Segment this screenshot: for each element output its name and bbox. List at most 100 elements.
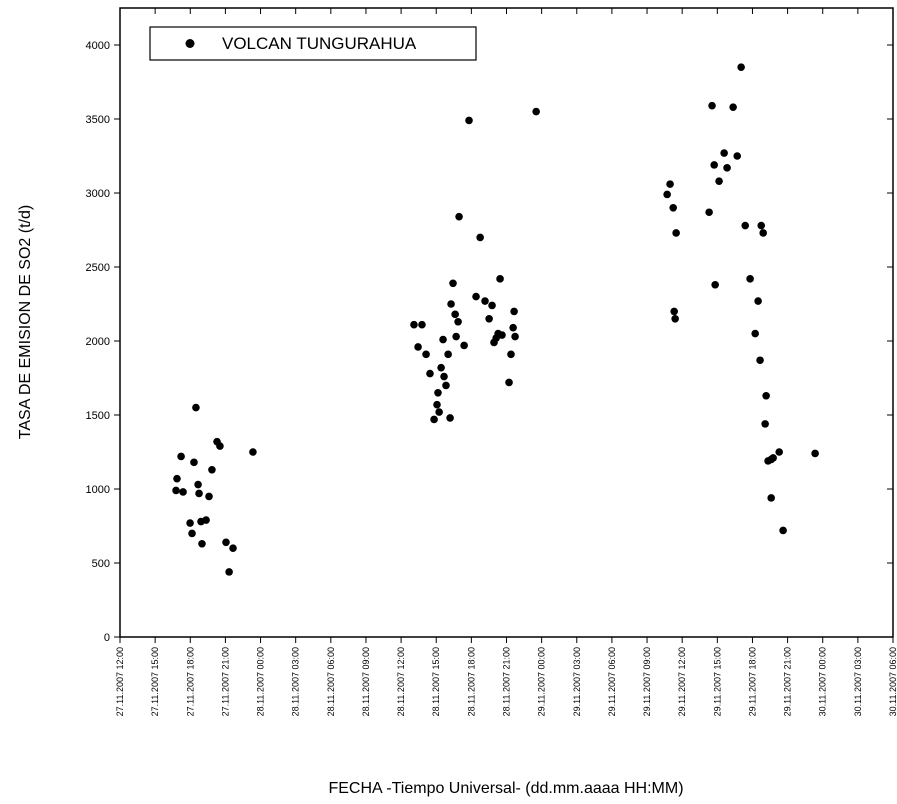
x-tick-label: 28.11.2007 18:00 <box>466 647 476 716</box>
data-point <box>447 300 455 308</box>
data-point <box>507 350 515 359</box>
data-point <box>192 403 200 412</box>
data-point <box>190 458 198 467</box>
x-tick-label: 30.11.2007 00:00 <box>818 647 828 716</box>
data-point <box>451 310 459 319</box>
data-point <box>177 452 185 461</box>
data-point <box>767 494 775 502</box>
data-point <box>756 356 764 365</box>
y-tick-label: 0 <box>104 632 110 644</box>
data-point <box>511 332 519 341</box>
data-point <box>188 529 196 538</box>
x-tick-label: 29.11.2007 03:00 <box>572 647 582 716</box>
y-tick-label: 1500 <box>86 410 110 422</box>
x-tick-label: 27.11.2007 15:00 <box>150 647 160 716</box>
x-tick-label: 29.11.2007 12:00 <box>677 647 687 716</box>
data-point <box>476 233 484 242</box>
data-point <box>455 212 463 221</box>
y-tick-label: 3000 <box>86 188 110 200</box>
data-point <box>442 381 450 390</box>
data-point <box>222 538 230 547</box>
data-point <box>444 350 452 359</box>
data-point <box>173 474 181 483</box>
x-tick-label: 28.11.2007 21:00 <box>502 647 512 716</box>
data-point <box>663 190 671 199</box>
data-point <box>754 297 762 305</box>
x-tick-label: 29.11.2007 09:00 <box>642 647 652 716</box>
data-point <box>186 519 194 527</box>
data-point <box>723 164 731 172</box>
x-axis-label: FECHA -Tiempo Universal- (dd.mm.aaaa HH:… <box>328 780 683 797</box>
data-point <box>671 315 679 323</box>
x-tick-label: 28.11.2007 03:00 <box>291 647 301 716</box>
data-point <box>746 275 754 283</box>
data-point <box>435 408 443 416</box>
data-point <box>509 323 517 332</box>
x-tick-label: 29.11.2007 00:00 <box>537 647 547 716</box>
data-point <box>759 229 767 237</box>
data-point <box>510 307 518 316</box>
x-tick-label: 29.11.2007 18:00 <box>747 647 757 716</box>
data-point <box>481 297 489 305</box>
data-point <box>762 391 770 400</box>
data-point <box>472 292 480 301</box>
data-point <box>216 442 224 450</box>
data-point <box>433 400 441 409</box>
data-point <box>741 221 750 230</box>
data-point <box>205 492 213 501</box>
data-point <box>179 488 187 496</box>
data-point <box>172 486 180 495</box>
data-point <box>446 414 454 422</box>
data-point <box>410 320 418 329</box>
data-point <box>198 539 206 548</box>
data-point <box>460 341 468 350</box>
data-point <box>437 363 445 372</box>
data-point <box>440 372 448 381</box>
x-tick-label: 30.11.2007 06:00 <box>888 647 897 716</box>
data-point <box>710 161 718 169</box>
y-tick-label: 2000 <box>86 336 110 348</box>
data-point <box>708 101 716 110</box>
data-point <box>430 415 438 424</box>
x-tick-label: 28.11.2007 12:00 <box>396 647 406 716</box>
legend-label: VOLCAN TUNGURAHUA <box>222 34 417 53</box>
legend-marker <box>185 39 195 48</box>
y-axis-label: TASA DE EMISION DE SO2 (t/d) <box>17 205 34 439</box>
data-point <box>498 331 506 339</box>
data-point <box>229 544 237 552</box>
data-point <box>737 63 745 71</box>
data-point <box>452 332 460 341</box>
data-point <box>811 449 819 458</box>
data-point <box>761 420 769 428</box>
data-point <box>418 320 426 329</box>
data-point <box>720 149 728 157</box>
x-tick-label: 29.11.2007 21:00 <box>783 647 793 716</box>
data-point <box>195 489 203 498</box>
data-point <box>422 350 430 359</box>
data-point <box>769 454 777 462</box>
data-point <box>225 568 233 576</box>
data-point <box>454 317 462 326</box>
data-point <box>488 301 496 310</box>
data-point <box>426 369 434 378</box>
data-point <box>465 116 473 125</box>
y-tick-label: 3500 <box>86 114 110 126</box>
data-point <box>733 152 742 160</box>
data-point <box>485 315 493 323</box>
data-point <box>751 329 759 338</box>
x-tick-label: 29.11.2007 15:00 <box>712 647 722 716</box>
x-tick-label: 28.11.2007 15:00 <box>431 647 441 716</box>
data-point <box>449 279 457 288</box>
x-tick-label: 28.11.2007 06:00 <box>326 647 336 716</box>
y-tick-label: 2500 <box>86 262 110 274</box>
data-point <box>496 275 504 283</box>
data-point <box>414 343 422 351</box>
data-point <box>711 280 719 289</box>
y-tick-label: 500 <box>92 558 110 570</box>
data-point <box>669 204 678 212</box>
x-tick-label: 28.11.2007 00:00 <box>256 647 266 716</box>
data-point <box>202 516 210 524</box>
y-tick-label: 1000 <box>86 484 110 496</box>
data-point <box>532 107 540 116</box>
data-point <box>775 448 783 456</box>
